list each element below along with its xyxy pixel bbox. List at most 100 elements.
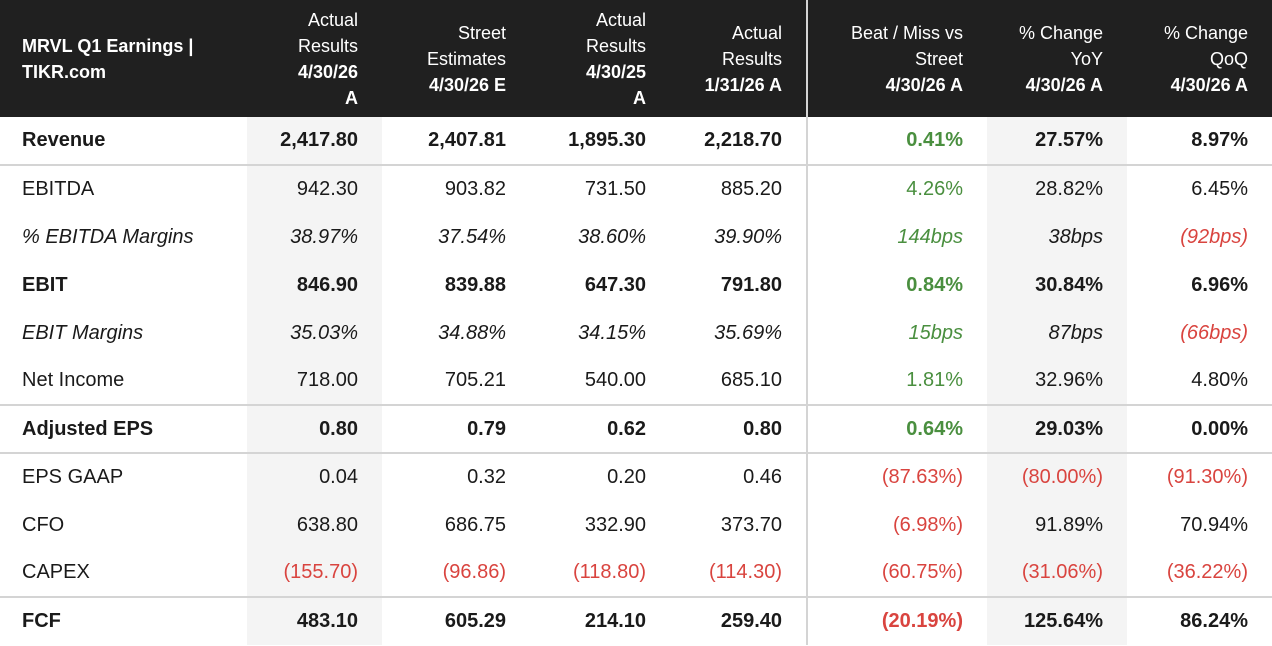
table-cell: 718.00 — [247, 357, 382, 405]
table-cell: 0.80 — [670, 404, 808, 453]
table-cell: 34.88% — [438, 321, 506, 344]
table-cell: 1,895.30 — [568, 129, 646, 151]
col-header-date: 4/30/26 A — [885, 74, 963, 95]
col-header-3: Actual Results 1/31/26 A — [670, 0, 808, 117]
table-cell: (96.86) — [442, 561, 506, 583]
table-cell: 87bps — [987, 309, 1127, 357]
table-cell: 705.21 — [444, 369, 506, 391]
table-row: CAPEX (155.70) (96.86) (118.80) (114.30) (60.… — [0, 549, 1272, 597]
table-cell: 942.30 — [247, 164, 382, 213]
table-row: FCF 483.10 605.29 214.10 259.40 (20.19%) 125.6… — [0, 596, 1272, 645]
table-title: MRVL Q1 Earnings | TIKR.com — [22, 35, 194, 82]
table-cell: 6.96% — [1191, 273, 1248, 296]
table-cell: 214.10 — [530, 596, 670, 645]
row-label: Revenue — [22, 129, 106, 151]
table-row: % EBITDA Margins 38.97% 37.54% 38.60% 39.90%… — [0, 213, 1272, 261]
row-label: CFO — [22, 513, 65, 536]
table-cell: 38bps — [987, 213, 1127, 261]
col-header-line1: Street — [457, 22, 506, 43]
col-header-5: % Change YoY 4/30/26 A — [987, 0, 1127, 117]
col-header-line1: Actual — [307, 9, 358, 30]
col-header-2: Actual Results 4/30/25 A — [530, 0, 670, 117]
table-cell: 34.15% — [578, 321, 646, 344]
table-row: EBIT Margins 35.03% 34.88% 34.15% 35.69% 15bp… — [0, 309, 1272, 357]
table-cell: 2,218.70 — [670, 117, 808, 165]
row-label: Adjusted EPS — [0, 404, 247, 453]
col-header-1: Street Estimates 4/30/26 E — [382, 0, 530, 117]
col-header-line2: QoQ — [1209, 48, 1248, 69]
col-header-line1: Beat / Miss vs — [850, 22, 963, 43]
table-cell: 0.64% — [807, 404, 987, 453]
table-cell: (36.22%) — [1166, 561, 1248, 583]
col-header-line2: Results — [721, 48, 782, 69]
table-cell: 2,417.80 — [247, 117, 382, 165]
row-label: FCF — [0, 596, 247, 645]
table-cell: 0.00% — [1127, 404, 1272, 453]
col-header-date: 4/30/26 A — [1170, 74, 1248, 95]
table-cell: 885.20 — [670, 164, 808, 213]
table-cell: 4.26% — [807, 164, 987, 213]
table-body: Revenue 2,417.80 2,407.81 1,895.30 2,218.70 0… — [0, 117, 1272, 645]
table-cell: 35.69% — [670, 309, 808, 357]
table-cell: 37.54% — [438, 225, 506, 248]
col-header-date: 4/30/26 A — [297, 61, 358, 108]
table-cell: 70.94% — [1180, 513, 1248, 536]
table-cell: (155.70) — [247, 549, 382, 597]
table-cell: 38.97% — [247, 213, 382, 261]
table-cell: 0.04 — [247, 452, 382, 501]
col-header-date: 4/30/26 E — [428, 74, 506, 95]
table-row: Adjusted EPS 0.80 0.79 0.62 0.80 0.64% 29.03% 0… — [0, 404, 1272, 453]
table-cell: 0.62 — [530, 404, 670, 453]
table-cell: 903.82 — [382, 164, 530, 213]
table-cell: (80.00%) — [987, 452, 1127, 501]
table-row: Revenue 2,417.80 2,407.81 1,895.30 2,218.70 0… — [0, 117, 1272, 165]
table-cell: (114.30) — [670, 549, 808, 597]
col-header-line1: % Change — [1163, 22, 1248, 43]
table-cell: (60.75%) — [881, 561, 963, 583]
table-cell: 0.84% — [906, 273, 963, 296]
table-cell: (118.80) — [572, 561, 646, 583]
table-cell: 332.90 — [584, 513, 646, 536]
table-cell: 483.10 — [247, 596, 382, 645]
header-row: MRVL Q1 Earnings | TIKR.com Actual Result… — [0, 0, 1272, 117]
table-cell: 0.80 — [247, 404, 382, 453]
row-label: Net Income — [22, 369, 125, 391]
row-label: EBIT Margins — [22, 321, 144, 344]
table-cell: (91.30%) — [1127, 452, 1272, 501]
table-cell: 846.90 — [247, 261, 382, 309]
table-cell: 1.81% — [906, 369, 963, 391]
table-row: CFO 638.80 686.75 332.90 373.70 (6.98%) 91.89%… — [0, 501, 1272, 549]
col-header-4: Beat / Miss vs Street 4/30/26 A — [807, 0, 987, 117]
col-header-line2: Street — [914, 48, 963, 69]
col-header-6: % Change QoQ 4/30/26 A — [1127, 0, 1272, 117]
table-cell: 30.84% — [987, 261, 1127, 309]
table-cell: 32.96% — [987, 357, 1127, 405]
table-cell: 0.79 — [382, 404, 530, 453]
table-cell: (6.98%) — [892, 513, 963, 536]
table-cell: 0.41% — [906, 129, 963, 151]
table-cell: 791.80 — [670, 261, 808, 309]
row-label: % EBITDA Margins — [22, 225, 194, 248]
row-label: EBITDA — [0, 164, 247, 213]
col-header-date: 4/30/25 A — [585, 61, 646, 108]
table-cell: (92bps) — [1180, 225, 1248, 248]
row-label: EBIT — [22, 273, 68, 296]
table-cell: 8.97% — [1191, 129, 1248, 151]
row-label: CAPEX — [22, 561, 90, 583]
table-cell: 0.46 — [670, 452, 808, 501]
col-header-line1: Actual — [731, 22, 782, 43]
table-cell: 29.03% — [987, 404, 1127, 453]
table-cell: 373.70 — [670, 501, 808, 549]
table-cell: 647.30 — [584, 273, 646, 296]
table-cell: (66bps) — [1180, 321, 1248, 344]
table-cell: (31.06%) — [987, 549, 1127, 597]
col-header-date: 4/30/26 A — [1025, 74, 1103, 95]
table-row: EBITDA 942.30 903.82 731.50 885.20 4.26% 28.82… — [0, 164, 1272, 213]
table-row: EPS GAAP 0.04 0.32 0.20 0.46 (87.63%) (80.00%)… — [0, 452, 1272, 501]
table-cell: (20.19%) — [807, 596, 987, 645]
table-cell: (87.63%) — [807, 452, 987, 501]
col-header-line2: Estimates — [426, 48, 506, 69]
col-header-date: 1/31/26 A — [704, 74, 782, 95]
table-cell: 86.24% — [1127, 596, 1272, 645]
